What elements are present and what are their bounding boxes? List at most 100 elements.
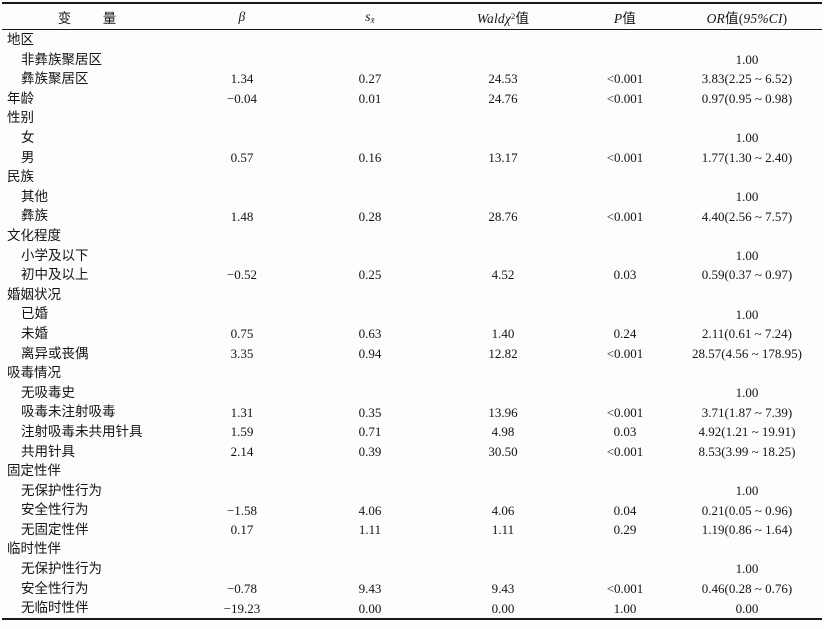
table-row: 彝族 1.48 0.28 28.76 <0.001 4.40(2.56 ~ 7.57): [2, 206, 822, 226]
cell-p: [578, 539, 672, 559]
table-group-row: 固定性伴: [2, 461, 822, 481]
cell-or: 28.57(4.56 ~ 178.95): [692, 345, 802, 361]
cell-or: 1.00: [735, 189, 759, 205]
cell-wald: [428, 50, 578, 70]
cell-variable: 吸毒未注射吸毒: [21, 404, 116, 420]
cell-wald: [428, 30, 578, 50]
cell-se: [312, 481, 428, 501]
cell-or: [672, 461, 822, 481]
cell-variable: 无吸毒史: [21, 384, 75, 400]
cell-variable: 初中及以上: [21, 267, 89, 283]
cell-wald: 13.96: [488, 404, 518, 420]
cell-or: [672, 363, 822, 383]
col-header-p-value: P值: [578, 3, 672, 30]
cell-wald: [428, 108, 578, 128]
cell-or: 1.00: [735, 130, 759, 146]
cell-se: [312, 128, 428, 148]
cell-se: [312, 539, 428, 559]
cell-se: [312, 167, 428, 187]
cell-p: [578, 246, 672, 266]
cell-se: [312, 363, 428, 383]
table-group-row: 文化程度: [2, 226, 822, 246]
cell-or: 1.77(1.30 ~ 2.40): [701, 149, 793, 165]
table-row: 已婚 1.00: [2, 304, 822, 324]
cell-or: 4.40(2.56 ~ 7.57): [701, 208, 793, 224]
cell-wald: 24.76: [488, 91, 518, 107]
table-row: 无临时性伴 −19.23 0.00 0.00 1.00 0.00: [2, 598, 822, 619]
cell-p: 1.00: [613, 600, 637, 616]
cell-variable: 彝族: [21, 208, 48, 224]
cell-wald: 4.52: [491, 267, 515, 283]
cell-variable: 安全性行为: [21, 502, 89, 518]
cell-beta: [172, 539, 312, 559]
cell-or: 0.46(0.28 ~ 0.76): [701, 580, 793, 596]
cell-wald: 1.40: [491, 326, 515, 342]
cell-se: [312, 246, 428, 266]
cell-p: [578, 285, 672, 305]
cell-or: 0.00: [735, 600, 759, 616]
table-row: 无保护性行为 1.00: [2, 559, 822, 579]
cell-variable: 文化程度: [7, 227, 61, 243]
cell-or: 1.00: [735, 51, 759, 67]
cell-p: <0.001: [606, 443, 644, 459]
cell-wald: 4.06: [491, 502, 515, 518]
cell-se: [312, 30, 428, 50]
table-group-row: 民族: [2, 167, 822, 187]
cell-wald: [428, 559, 578, 579]
cell-p: <0.001: [606, 345, 644, 361]
cell-beta: 3.35: [230, 345, 254, 361]
cell-variable: 地区: [7, 32, 34, 48]
cell-variable: 男: [21, 149, 35, 165]
cell-beta: 0.17: [230, 522, 254, 538]
cell-wald: 30.50: [488, 443, 518, 459]
table-row: 安全性行为 −0.78 9.43 9.43 <0.001 0.46(0.28 ~ 0.76…: [2, 579, 822, 599]
col-header-variable: 变 量: [2, 3, 172, 30]
cell-p: 0.29: [613, 522, 637, 538]
cell-wald: 0.00: [491, 600, 515, 616]
cell-p: 0.03: [613, 424, 637, 440]
cell-se: 0.63: [358, 326, 382, 342]
cell-beta: 1.59: [230, 424, 254, 440]
cell-se: 0.01: [358, 91, 382, 107]
cell-p: [578, 461, 672, 481]
cell-beta: [172, 167, 312, 187]
cell-wald: [428, 187, 578, 207]
cell-beta: [172, 128, 312, 148]
cell-wald: [428, 128, 578, 148]
cell-or: 3.71(1.87 ~ 7.39): [701, 404, 793, 420]
cell-variable: 非彝族聚居区: [21, 51, 102, 67]
cell-beta: −1.58: [226, 502, 258, 518]
cell-p: [578, 108, 672, 128]
cell-p: [578, 187, 672, 207]
cell-beta: 2.14: [230, 443, 254, 459]
table-row: 离异或丧偶 3.35 0.94 12.82 <0.001 28.57(4.56 ~ 178…: [2, 344, 822, 364]
cell-beta: [172, 246, 312, 266]
cell-or: 0.59(0.37 ~ 0.97): [701, 267, 793, 283]
cell-or: 1.00: [735, 306, 759, 322]
table-row: 注射吸毒未共用针具 1.59 0.71 4.98 0.03 4.92(1.21 ~ 19.…: [2, 422, 822, 442]
table-group-row: 临时性伴: [2, 539, 822, 559]
cell-wald: [428, 481, 578, 501]
cell-or: 2.11(0.61 ~ 7.24): [702, 326, 792, 342]
cell-p: <0.001: [606, 404, 644, 420]
cell-or: 3.83(2.25 ~ 6.52): [701, 71, 793, 87]
cell-se: [312, 461, 428, 481]
cell-beta: [172, 108, 312, 128]
cell-p: <0.001: [606, 91, 644, 107]
cell-variable: 固定性伴: [7, 463, 61, 479]
cell-variable: 婚姻状况: [7, 286, 61, 302]
col-header-beta: β: [172, 3, 312, 30]
cell-se: [312, 108, 428, 128]
cell-beta: −0.04: [226, 91, 258, 107]
col-header-se: sx̄: [312, 3, 428, 30]
cell-or: [672, 30, 822, 50]
regression-table: 变 量 β sx̄ Waldχ2值 P值 OR值(95%CI) 地区非彝族聚居区…: [2, 2, 822, 620]
cell-beta: [172, 559, 312, 579]
cell-or: 1.00: [735, 247, 759, 263]
table-row: 小学及以下 1.00: [2, 246, 822, 266]
cell-variable: 小学及以下: [21, 247, 89, 263]
header-row: 变 量 β sx̄ Waldχ2值 P值 OR值(95%CI): [2, 3, 822, 30]
cell-or: 4.92(1.21 ~ 19.91): [698, 424, 796, 440]
cell-beta: 1.48: [230, 208, 254, 224]
cell-wald: [428, 285, 578, 305]
